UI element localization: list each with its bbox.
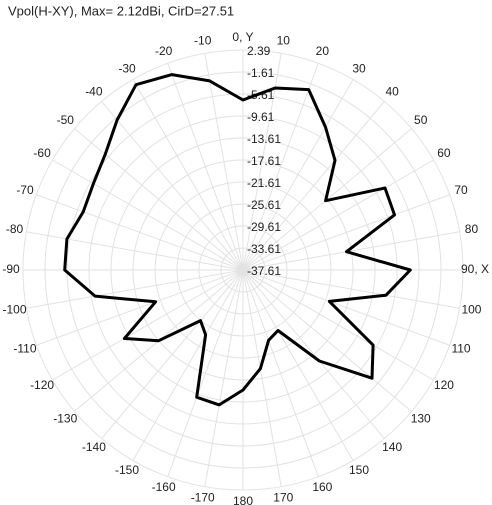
angle-label: 60 <box>437 146 451 160</box>
grid-spoke <box>26 269 244 309</box>
angle-label: 170 <box>273 491 293 505</box>
angle-label: 0, Y <box>232 30 253 44</box>
grid-spoke <box>242 159 434 271</box>
r-tick-label: -9.61 <box>247 110 275 124</box>
angle-label: 30 <box>352 61 366 75</box>
grid-spoke <box>242 79 354 271</box>
angle-label: 110 <box>451 342 470 356</box>
grid-spoke <box>36 194 244 271</box>
grid-spoke <box>242 269 319 477</box>
angle-label: -90 <box>2 262 20 276</box>
r-tick-label: -13.61 <box>247 132 281 146</box>
grid-spoke <box>242 269 460 309</box>
r-tick-label: 2.39 <box>247 44 271 58</box>
grid-spoke <box>242 101 385 271</box>
angle-label: 80 <box>465 222 479 236</box>
r-tick-label: -21.61 <box>247 176 281 190</box>
angle-label: 40 <box>385 84 399 98</box>
angle-label: -10 <box>194 34 212 48</box>
grid-spoke <box>204 269 244 487</box>
grid-spoke <box>101 101 244 271</box>
grid-spoke <box>242 269 385 439</box>
angle-label: 130 <box>411 411 431 425</box>
angle-label: 160 <box>312 480 332 494</box>
grid-spoke <box>242 231 460 271</box>
angle-label: -120 <box>30 378 54 392</box>
angle-label: -170 <box>191 491 215 505</box>
grid-spoke <box>132 79 244 271</box>
grid-spoke <box>101 269 244 439</box>
r-tick-label: -1.61 <box>247 66 275 80</box>
r-tick-label: -25.61 <box>247 198 281 212</box>
angle-label: -40 <box>85 84 103 98</box>
grid-spoke <box>52 159 244 271</box>
angle-label: 140 <box>382 440 402 454</box>
angle-label: -70 <box>16 183 34 197</box>
grid-spoke <box>132 269 244 461</box>
angle-label: 150 <box>349 463 369 477</box>
angle-label: -130 <box>53 411 77 425</box>
angle-label: -160 <box>152 480 176 494</box>
angle-label: -30 <box>118 61 136 75</box>
grid-spoke <box>26 231 244 271</box>
grid-spoke <box>167 269 244 477</box>
angle-label: 20 <box>316 44 330 58</box>
grid-spoke <box>242 269 434 381</box>
angle-label: -60 <box>33 146 51 160</box>
grid-spoke <box>242 194 450 271</box>
angle-label: 50 <box>414 113 428 127</box>
angle-label: -50 <box>57 113 75 127</box>
grid-spoke <box>242 269 354 461</box>
pattern-line <box>63 73 412 407</box>
grid-spoke <box>242 63 319 271</box>
angle-label: 10 <box>277 34 291 48</box>
grid-spoke <box>242 269 450 346</box>
grid-spoke <box>52 269 244 381</box>
angle-label: -100 <box>3 302 27 316</box>
r-tick-label: -29.61 <box>247 220 281 234</box>
angle-label: 180 <box>233 494 253 505</box>
grid-spoke <box>36 269 244 346</box>
angle-label: 70 <box>454 183 468 197</box>
r-tick-label: -33.61 <box>247 242 281 256</box>
grid-spoke <box>204 53 244 271</box>
grid-spoke <box>74 128 244 271</box>
angle-label: -140 <box>82 440 106 454</box>
grid-spoke <box>242 269 282 487</box>
r-tick-label: -37.61 <box>247 264 281 278</box>
angle-label: 90, X <box>461 262 489 276</box>
chart-title: Vpol(H-XY), Max= 2.12dBi, CirD=27.51 <box>8 3 234 18</box>
grid-spoke <box>167 63 244 271</box>
r-tick-label: -17.61 <box>247 154 281 168</box>
angle-label: -80 <box>6 222 24 236</box>
angle-label: -20 <box>155 44 173 58</box>
angle-label: -110 <box>13 342 36 356</box>
angle-label: 120 <box>434 378 454 392</box>
grid-spoke <box>242 269 412 412</box>
angle-label: 100 <box>461 302 481 316</box>
angle-label: -150 <box>115 463 139 477</box>
